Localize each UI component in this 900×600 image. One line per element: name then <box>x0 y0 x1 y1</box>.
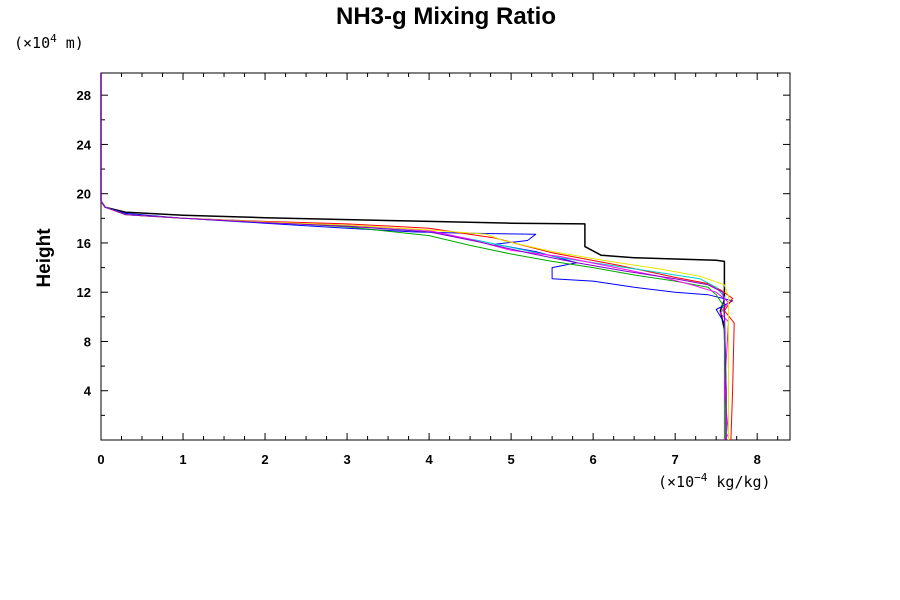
y-tick-label: 24 <box>77 137 92 152</box>
y-tick-label: 12 <box>77 285 91 300</box>
x-axis-unit: (×10−4 kg/kg) <box>658 471 771 491</box>
y-tick-label: 20 <box>77 187 91 202</box>
axis-ticks <box>100 73 790 440</box>
y-tick-label: 16 <box>77 236 91 251</box>
x-tick-label: 8 <box>754 452 761 467</box>
x-tick-label: 6 <box>590 452 597 467</box>
series-line <box>100 73 734 440</box>
y-tick-label: 8 <box>84 334 91 349</box>
series-line <box>100 73 725 440</box>
x-tick-label: 2 <box>261 452 268 467</box>
series-line <box>100 73 729 441</box>
y-axis-label: Height <box>34 228 55 288</box>
y-tick-label: 4 <box>84 384 92 399</box>
series-line <box>100 73 727 440</box>
plot-frame <box>100 72 791 441</box>
series-lines <box>100 73 735 441</box>
series-line <box>100 73 729 440</box>
y-axis-unit: (×104 m) <box>14 32 84 52</box>
x-tick-labels: 0 1 2 3 4 5 6 7 8 <box>97 452 760 467</box>
x-tick-label: 4 <box>425 452 433 467</box>
x-tick-label: 3 <box>343 452 350 467</box>
x-tick-label: 7 <box>672 452 679 467</box>
x-tick-label: 0 <box>97 452 104 467</box>
y-tick-labels: 4 8 12 16 20 24 28 <box>77 88 92 399</box>
x-tick-label: 5 <box>508 452 515 467</box>
series-line <box>100 73 727 440</box>
y-tick-label: 28 <box>77 88 91 103</box>
chart-title: NH3-g Mixing Ratio <box>336 3 556 30</box>
series-line <box>100 73 735 441</box>
series-line <box>100 73 727 440</box>
x-tick-label: 1 <box>179 452 186 467</box>
